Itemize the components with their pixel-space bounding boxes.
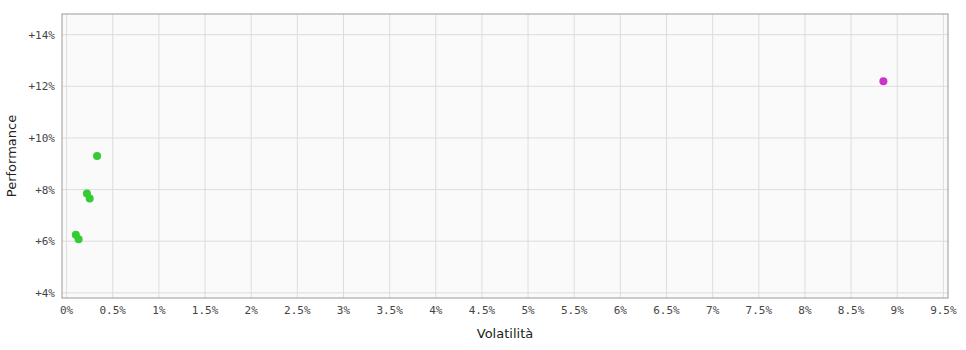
plot-frame bbox=[62, 14, 948, 298]
scatter-point bbox=[879, 77, 887, 85]
y-tick-label: +10% bbox=[29, 132, 56, 145]
grid bbox=[62, 14, 948, 298]
x-tick-label: 2% bbox=[245, 304, 259, 317]
x-grid-line bbox=[66, 14, 67, 298]
tick-labels: 0% 0.5% 1% 1.5% 2% 2.5% 3% 3.5% 4% 4.5% 5% 5.5% 6% 6.… bbox=[29, 29, 958, 317]
x-tick-label: 7.5% bbox=[746, 304, 773, 317]
x-tick-label: 8.5% bbox=[838, 304, 865, 317]
x-grid-line bbox=[297, 14, 298, 298]
y-grid-line bbox=[62, 241, 948, 242]
x-grid-line bbox=[343, 14, 344, 298]
plot-background bbox=[62, 14, 948, 298]
y-grid-line bbox=[62, 292, 948, 293]
x-axis-label: Volatilità bbox=[477, 326, 533, 341]
y-tick-label: +6% bbox=[35, 235, 55, 248]
x-grid-line bbox=[251, 14, 252, 298]
x-tick-label: 9% bbox=[891, 304, 905, 317]
x-grid-line bbox=[481, 14, 482, 298]
x-tick-label: 3.5% bbox=[376, 304, 403, 317]
points bbox=[72, 77, 888, 243]
x-grid-line bbox=[897, 14, 898, 298]
y-tick-label: +8% bbox=[35, 184, 55, 197]
x-tick-label: 1.5% bbox=[192, 304, 219, 317]
x-tick-label: 7% bbox=[706, 304, 720, 317]
chart-container: 0% 0.5% 1% 1.5% 2% 2.5% 3% 3.5% 4% 4.5% 5% 5.5% 6% 6.… bbox=[0, 0, 966, 350]
x-grid-line bbox=[620, 14, 621, 298]
x-tick-label: 4.5% bbox=[469, 304, 496, 317]
x-tick-label: 8% bbox=[798, 304, 812, 317]
x-tick-label: 0.5% bbox=[100, 304, 127, 317]
y-axis-label: Performance bbox=[4, 115, 19, 197]
x-tick-label: 6.5% bbox=[653, 304, 680, 317]
scatter-point bbox=[86, 195, 94, 203]
x-tick-label: 5% bbox=[521, 304, 535, 317]
x-grid-line bbox=[851, 14, 852, 298]
x-grid-line bbox=[758, 14, 759, 298]
y-tick-label: +4% bbox=[35, 287, 55, 300]
x-tick-label: 1% bbox=[152, 304, 166, 317]
x-grid-line bbox=[205, 14, 206, 298]
y-grid-line bbox=[62, 137, 948, 138]
x-grid-line bbox=[158, 14, 159, 298]
x-tick-label: 0% bbox=[60, 304, 74, 317]
x-grid-line bbox=[804, 14, 805, 298]
x-tick-label: 3% bbox=[337, 304, 351, 317]
x-grid-line bbox=[666, 14, 667, 298]
scatter-point bbox=[93, 152, 101, 160]
x-tick-label: 2.5% bbox=[284, 304, 311, 317]
x-grid-line bbox=[712, 14, 713, 298]
x-grid-line bbox=[574, 14, 575, 298]
y-grid-line bbox=[62, 34, 948, 35]
y-tick-label: +12% bbox=[29, 80, 56, 93]
x-tick-label: 5.5% bbox=[561, 304, 588, 317]
y-grid-line bbox=[62, 189, 948, 190]
x-tick-label: 6% bbox=[614, 304, 628, 317]
x-grid-line bbox=[112, 14, 113, 298]
y-grid-line bbox=[62, 86, 948, 87]
chart: 0% 0.5% 1% 1.5% 2% 2.5% 3% 3.5% 4% 4.5% 5% 5.5% 6% 6.… bbox=[0, 0, 966, 350]
x-tick-label: 4% bbox=[429, 304, 443, 317]
x-grid-line bbox=[435, 14, 436, 298]
x-grid-line bbox=[943, 14, 944, 298]
scatter-point bbox=[75, 235, 83, 243]
x-grid-line bbox=[528, 14, 529, 298]
x-grid-line bbox=[389, 14, 390, 298]
x-tick-label: 9.5% bbox=[930, 304, 957, 317]
y-tick-label: +14% bbox=[29, 29, 56, 42]
